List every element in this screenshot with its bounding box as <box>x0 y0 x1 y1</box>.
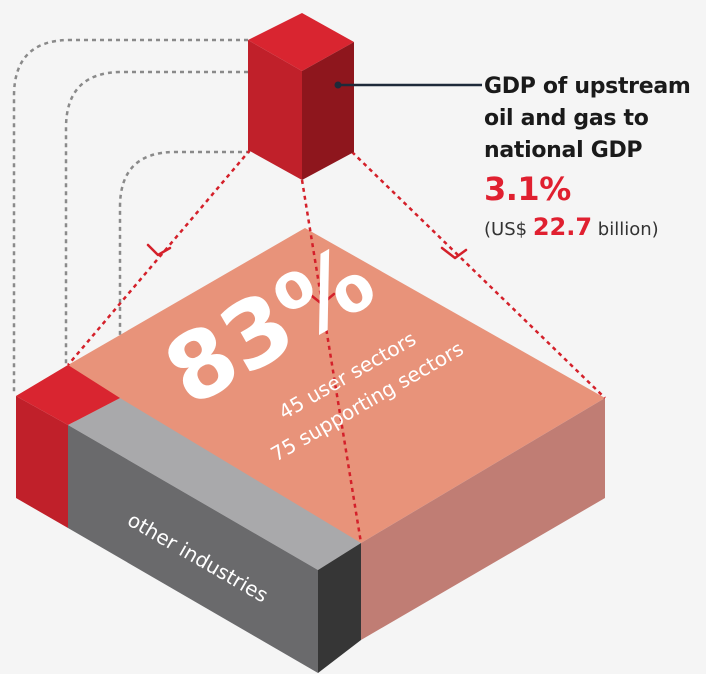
callout-title-line-3: national GDP <box>484 138 643 163</box>
callout-leader <box>334 81 482 89</box>
arrowhead-icons <box>146 243 468 306</box>
left-red-block-front <box>16 396 68 528</box>
projection-right <box>351 151 606 399</box>
gray-dotted-connectors <box>12 38 250 398</box>
projection-center <box>300 179 363 544</box>
amount-value: 22.7 <box>532 213 593 241</box>
connector-inner <box>118 150 250 398</box>
other-industries-top <box>68 398 361 570</box>
arrowhead-icon <box>440 246 468 260</box>
callout-title-line-1: GDP of upstream <box>484 74 691 99</box>
left-red-block-top <box>16 365 120 425</box>
arrowhead-icon <box>310 292 336 306</box>
other-industries-side <box>318 543 361 673</box>
connector-outer <box>12 38 248 395</box>
arrowhead-icon <box>146 243 172 257</box>
platform-right-face <box>361 398 605 640</box>
upstream-cube <box>248 13 354 180</box>
red-dotted-projections <box>67 149 606 544</box>
connector-middle <box>64 70 248 370</box>
amount-prefix: (US$ <box>484 219 528 240</box>
other-industries-front <box>68 425 318 673</box>
cube-front-face <box>248 40 302 180</box>
callout-percent: 3.1% <box>484 170 571 208</box>
platform-top-face <box>16 228 605 543</box>
cube-top-face <box>248 13 354 71</box>
platform <box>16 228 605 673</box>
amount-suffix: billion) <box>597 219 659 240</box>
cube-side-face <box>302 42 354 180</box>
callout-title: GDP of upstream oil and gas to national … <box>484 71 706 167</box>
callout-title-line-2: oil and gas to <box>484 106 649 131</box>
leader-dot <box>334 81 342 89</box>
projection-left <box>67 149 251 366</box>
callout-amount: (US$ 22.7 billion) <box>484 213 659 241</box>
